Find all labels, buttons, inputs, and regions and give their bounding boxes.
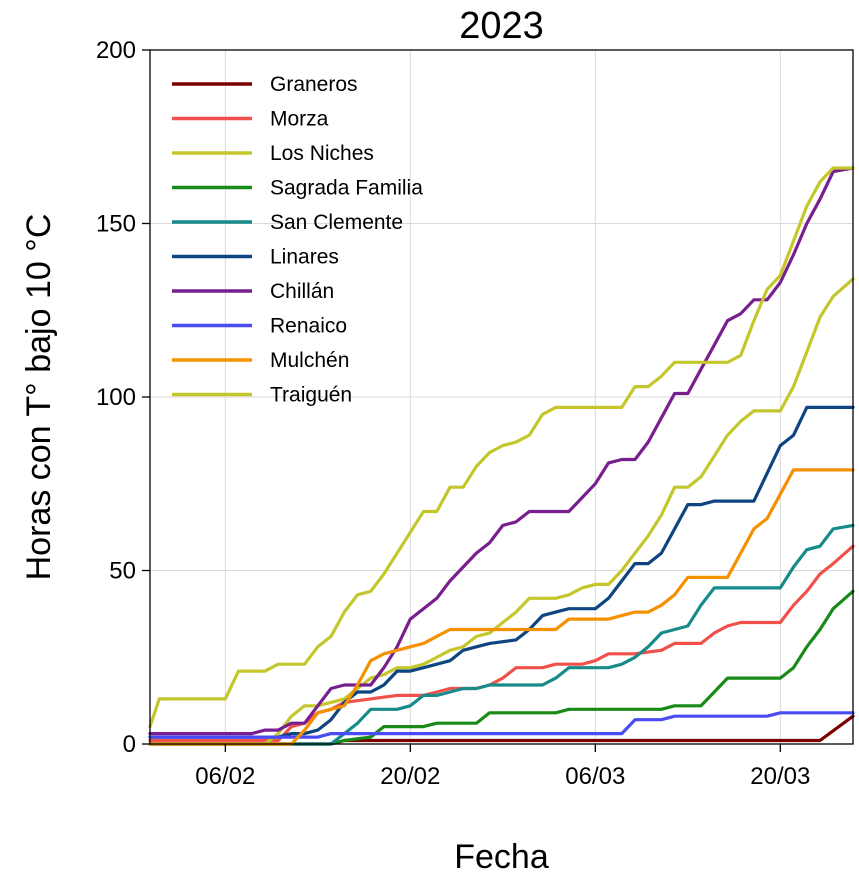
legend-label: Chillán bbox=[270, 280, 334, 303]
series-line-renaico bbox=[148, 711, 855, 739]
legend-label: Morza bbox=[270, 108, 329, 131]
legend-label: Graneros bbox=[270, 73, 358, 96]
legend-label: Sagrada Familia bbox=[270, 177, 423, 200]
y-axis-title: Horas con T° bajo 10 °C bbox=[20, 214, 58, 581]
y-tick-label: 50 bbox=[109, 558, 136, 585]
y-tick-label: 200 bbox=[96, 37, 136, 64]
y-tick-label: 0 bbox=[123, 731, 136, 758]
series-line-linares bbox=[148, 405, 855, 739]
series-line-morza bbox=[148, 544, 855, 743]
series-lines bbox=[148, 166, 855, 746]
legend-label: Linares bbox=[270, 246, 339, 269]
legend-label: San Clemente bbox=[270, 211, 403, 234]
legend-label: Mulchén bbox=[270, 349, 349, 372]
series-line-sagrada-familia bbox=[148, 589, 855, 746]
legend-label: Los Niches bbox=[270, 142, 374, 165]
x-tick-label: 20/03 bbox=[750, 763, 810, 790]
series-line-los-niches bbox=[148, 277, 855, 746]
chart-title: 2023 bbox=[459, 5, 544, 47]
x-tick-label: 06/03 bbox=[565, 763, 625, 790]
x-tick-label: 06/02 bbox=[195, 763, 255, 790]
series-line-traigu-n bbox=[148, 166, 855, 729]
x-axis-title: Fecha bbox=[454, 838, 549, 876]
legend: Graneros Morza Los Niches Sagrada Familia Sa… bbox=[172, 73, 423, 407]
series-line-mulch-n bbox=[148, 468, 855, 746]
legend-label: Traiguén bbox=[270, 384, 352, 407]
axis-ticks: 0 50 100 150 200 06/02 20/02 06/03 20/03 bbox=[96, 37, 810, 790]
series-line-san-clemente bbox=[148, 523, 855, 746]
y-tick-label: 150 bbox=[96, 211, 136, 238]
series-line-chill-n bbox=[148, 166, 855, 736]
legend-label: Renaico bbox=[270, 315, 347, 338]
x-tick-label: 20/02 bbox=[380, 763, 440, 790]
y-tick-label: 100 bbox=[96, 384, 136, 411]
grid bbox=[150, 50, 853, 744]
